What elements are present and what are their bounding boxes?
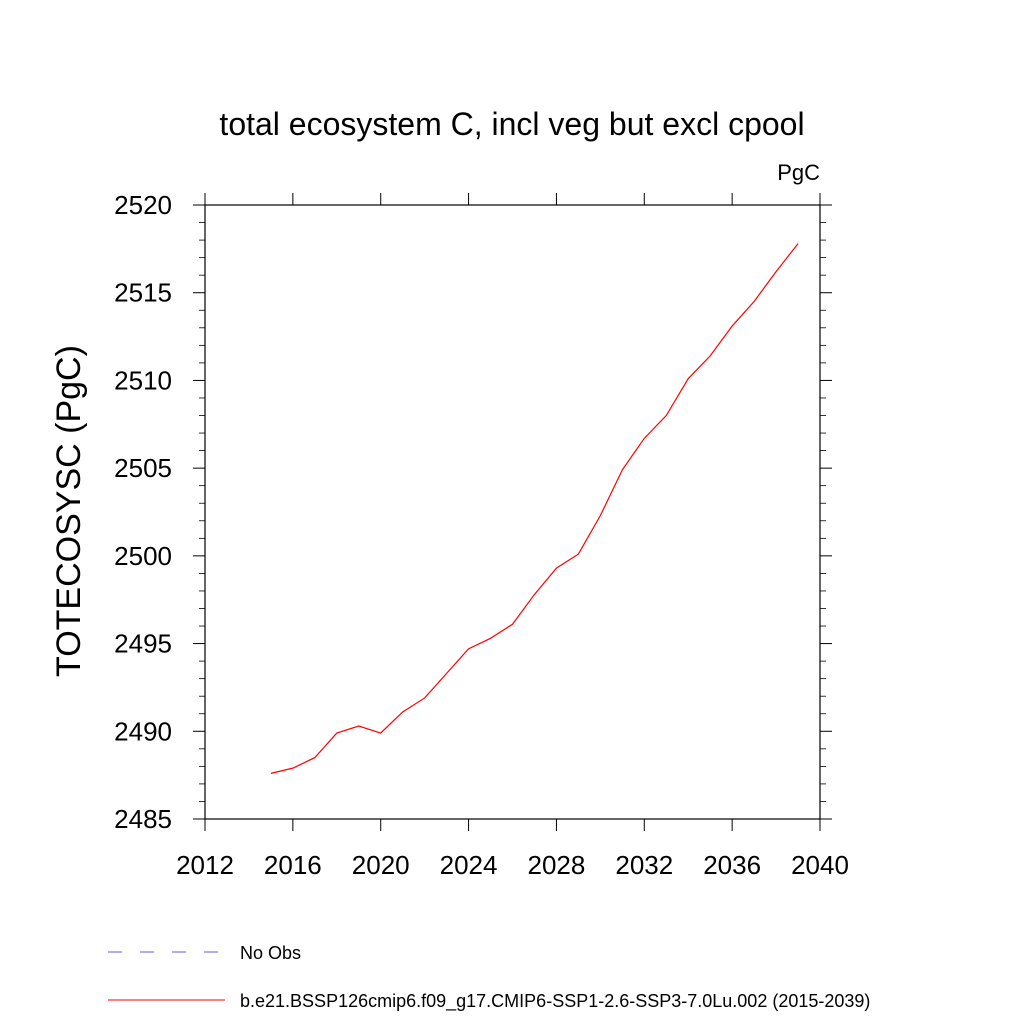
- legend-label-1: b.e21.BSSP126cmip6.f09_g17.CMIP6-SSP1-2.…: [240, 991, 870, 1012]
- units-label: PgC: [777, 160, 820, 185]
- y-tick-label: 2485: [114, 804, 172, 834]
- plot-frame: [204, 204, 821, 820]
- chart-title: total ecosystem C, incl veg but excl cpo…: [219, 106, 804, 142]
- y-tick-label: 2515: [114, 278, 172, 308]
- y-tick-label: 2490: [114, 716, 172, 746]
- x-tick-label: 2032: [615, 850, 673, 880]
- y-axis-label: TOTECOSYSC (PgC): [50, 345, 88, 677]
- legend-label-0: No Obs: [240, 943, 301, 963]
- x-tick-label: 2028: [528, 850, 586, 880]
- x-tick-label: 2020: [352, 850, 410, 880]
- y-tick-label: 2510: [114, 365, 172, 395]
- y-tick-label: 2495: [114, 629, 172, 659]
- legend: No Obs b.e21.BSSP126cmip6.f09_g17.CMIP6-S…: [108, 943, 870, 1012]
- x-tick-label: 2024: [440, 850, 498, 880]
- series-line-0: [270, 243, 799, 774]
- x-tick-label: 2040: [791, 850, 849, 880]
- axis-ticks: 2012 2016 2020 2024 2028 2032 2036 2040 2485 2490…: [114, 190, 849, 880]
- series-layer: [270, 243, 799, 774]
- y-tick-label: 2505: [114, 453, 172, 483]
- y-tick-label: 2500: [114, 541, 172, 571]
- x-tick-label: 2012: [176, 850, 234, 880]
- y-tick-label: 2520: [114, 190, 172, 220]
- x-tick-label: 2036: [703, 850, 761, 880]
- x-tick-label: 2016: [264, 850, 322, 880]
